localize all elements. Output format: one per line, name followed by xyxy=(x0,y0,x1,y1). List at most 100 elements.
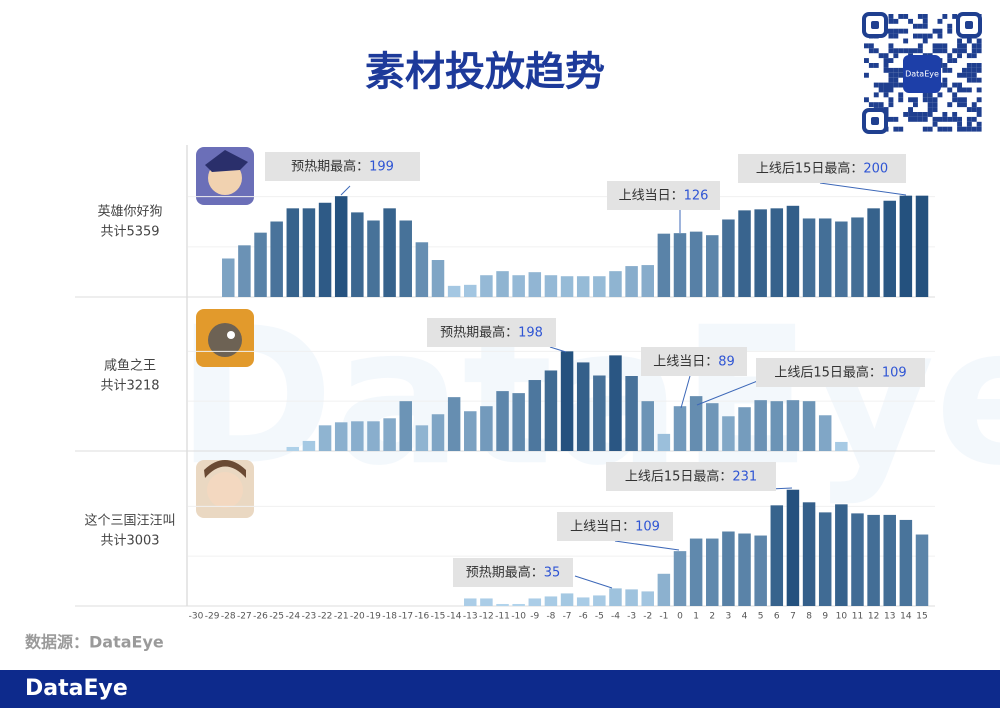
bar xyxy=(706,538,719,606)
annotation: 上线后15日最高：109 xyxy=(774,364,906,380)
x-tick-label: 5 xyxy=(758,612,764,622)
qr-module xyxy=(947,87,953,93)
qr-module xyxy=(898,97,904,103)
qr-module xyxy=(957,126,962,132)
qr-module xyxy=(962,102,967,108)
series-name: 这个三国汪汪叫 xyxy=(84,513,175,529)
qr-module xyxy=(971,116,977,122)
x-tick-label: -27 xyxy=(237,612,252,622)
qr-module xyxy=(932,28,938,34)
qr-module xyxy=(922,38,928,44)
qr-module xyxy=(952,14,958,19)
bar xyxy=(222,258,235,297)
qr-module xyxy=(966,63,972,68)
annotation-label: 预热期最高： xyxy=(291,158,369,174)
qr-module xyxy=(957,102,962,108)
bar xyxy=(609,271,622,297)
qr-module xyxy=(962,67,967,73)
annotation-value: 89 xyxy=(718,354,735,369)
qr-module xyxy=(962,43,967,49)
qr-module xyxy=(888,43,894,49)
qr-module xyxy=(893,77,899,83)
qr-module xyxy=(957,72,962,78)
bar xyxy=(544,275,558,297)
bar xyxy=(706,403,719,451)
qr-module xyxy=(898,14,904,19)
qr-module xyxy=(937,126,943,132)
bar xyxy=(318,425,332,451)
qr-module xyxy=(917,43,923,49)
qr-module xyxy=(913,116,918,122)
qr-module xyxy=(893,33,899,39)
qr-module xyxy=(898,126,904,132)
bar xyxy=(496,271,509,297)
annotation-label: 上线当日： xyxy=(570,519,635,534)
qr-module xyxy=(922,23,928,29)
qr-module xyxy=(878,102,884,108)
x-tick-label: 13 xyxy=(884,612,895,622)
annotation-label: 预热期最高： xyxy=(466,564,544,580)
qr-module xyxy=(937,33,943,39)
qr-module xyxy=(868,102,874,108)
x-tick-label: -6 xyxy=(579,612,588,622)
annotation-value: 35 xyxy=(544,565,561,580)
qr-module xyxy=(903,112,909,117)
qr-module xyxy=(932,97,938,103)
qr-module xyxy=(888,58,894,63)
qr-module xyxy=(888,48,894,54)
bar xyxy=(367,220,380,297)
bar xyxy=(770,401,784,451)
annotation-value: 199 xyxy=(369,159,394,174)
bar xyxy=(480,598,493,606)
footer-logo: DataEye xyxy=(25,676,128,701)
qr-module xyxy=(952,97,958,103)
bar xyxy=(512,393,525,451)
annotation-label: 上线后15日最高： xyxy=(774,364,882,380)
x-tick-label: 15 xyxy=(916,612,927,622)
bar xyxy=(706,235,719,297)
qr-module xyxy=(942,116,948,122)
qr-module xyxy=(932,121,938,127)
x-tick-label: 14 xyxy=(900,612,912,622)
qr-module xyxy=(908,97,913,103)
annotation: 上线当日：89 xyxy=(653,354,735,369)
qr-module xyxy=(893,48,899,54)
qr-module xyxy=(927,97,933,103)
qr-module xyxy=(947,23,953,29)
bar xyxy=(851,217,864,297)
bar xyxy=(609,355,622,451)
bar xyxy=(802,401,816,451)
bar xyxy=(738,407,751,451)
bar xyxy=(754,535,767,606)
qr-module xyxy=(957,116,962,122)
qr-module xyxy=(976,67,982,73)
qr-module xyxy=(942,77,948,83)
qr-module xyxy=(952,112,958,117)
x-tick-label: -17 xyxy=(398,612,413,622)
qr-module xyxy=(937,28,943,34)
qr-module xyxy=(878,87,884,93)
bar xyxy=(738,210,751,297)
qr-module xyxy=(922,18,928,24)
qr-module xyxy=(971,63,977,68)
bar xyxy=(754,209,767,297)
qr-module xyxy=(952,92,958,98)
annotation-label: 预热期最高： xyxy=(440,324,518,340)
qr-module xyxy=(893,28,899,34)
bar xyxy=(851,513,864,606)
bar xyxy=(528,272,542,297)
annotation-value: 109 xyxy=(882,365,907,380)
qr-module xyxy=(873,92,879,98)
bar xyxy=(673,551,687,606)
qr-module xyxy=(883,107,889,112)
x-tick-label: -5 xyxy=(595,612,604,622)
qr-module xyxy=(937,92,943,98)
bar xyxy=(689,396,703,451)
qr-module xyxy=(883,67,889,73)
qr-module xyxy=(927,126,933,132)
qr-module xyxy=(908,48,913,54)
annotation-box xyxy=(453,558,573,587)
bar xyxy=(576,362,590,451)
bar xyxy=(786,205,800,297)
